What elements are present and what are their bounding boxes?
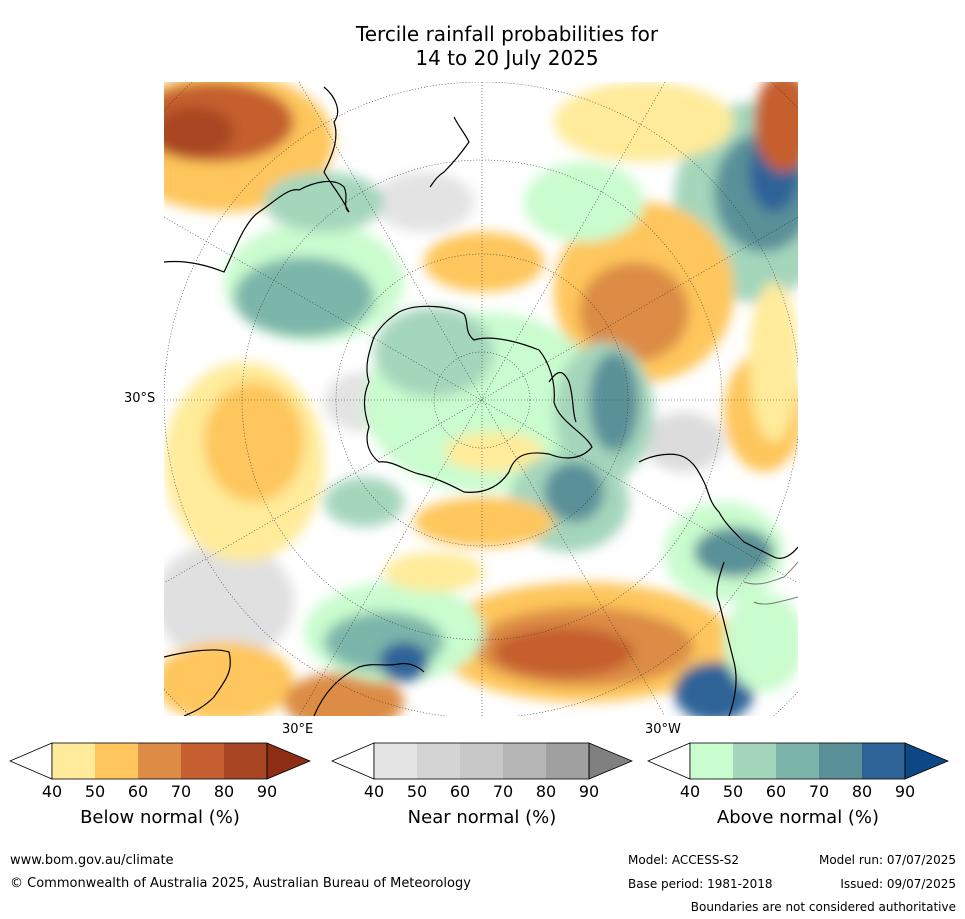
boundaries-disclaimer: Boundaries are not considered authoritat… (690, 900, 956, 914)
tick-label: 60 (127, 782, 149, 801)
colorbar-swatch (690, 743, 733, 779)
map-title: Tercile rainfall probabilities for 14 to… (0, 22, 965, 70)
colorbar-near-normal (331, 742, 633, 780)
colorbar-swatch (862, 743, 905, 779)
antarctica-coast (363, 305, 593, 493)
lon-label-30e: 30°E (282, 722, 314, 737)
tick-label: 70 (170, 782, 192, 801)
issued-date: Issued: 09/07/2025 (840, 877, 956, 891)
copyright-text: © Commonwealth of Australia 2025, Austra… (10, 876, 471, 891)
colorbar-below-normal (9, 742, 311, 780)
title-line-1: Tercile rainfall probabilities for (355, 22, 659, 46)
colorbar-swatch (224, 743, 267, 779)
tick-label: 40 (363, 782, 385, 801)
colorbar-swatch (52, 743, 95, 779)
probability-map (164, 82, 798, 716)
model-name: Model: ACCESS-S2 (628, 853, 740, 867)
colorbar-swatch (776, 743, 819, 779)
colorbar-extend-low (9, 742, 53, 780)
colorbar-swatch (733, 743, 776, 779)
tick-label: 40 (679, 782, 701, 801)
colorbar-extend-high (266, 742, 311, 780)
tick-label: 80 (535, 782, 557, 801)
colorbar-extend-low (647, 742, 691, 780)
base-period: Base period: 1981-2018 (628, 877, 773, 891)
tick-label: 90 (256, 782, 278, 801)
colorbar-swatch (503, 743, 546, 779)
australia-coast (164, 86, 350, 273)
colorbar-frame (51, 742, 268, 780)
website-link[interactable]: www.bom.gov.au/climate (10, 853, 174, 868)
colorbar-near-label: Near normal (%) (407, 807, 557, 828)
title-line-2: 14 to 20 July 2025 (415, 46, 599, 70)
tick-label: 40 (41, 782, 63, 801)
tick-label: 60 (765, 782, 787, 801)
probability-field (164, 82, 798, 716)
colorbar-below-label: Below normal (%) (80, 807, 240, 828)
colorbar-swatch (819, 743, 862, 779)
south-america-coast (638, 453, 798, 559)
lon-label-30w: 30°W (645, 722, 681, 737)
colorbar-extend-high (588, 742, 633, 780)
tick-label: 60 (449, 782, 471, 801)
tick-label: 50 (84, 782, 106, 801)
tick-label: 90 (894, 782, 916, 801)
coastlines (164, 86, 798, 716)
model-run-date: Model run: 07/07/2025 (818, 853, 956, 867)
tick-label: 70 (808, 782, 830, 801)
colorbar-swatch (181, 743, 224, 779)
colorbar-swatch (95, 743, 138, 779)
colorbar-swatch (138, 743, 181, 779)
colorbar-swatch (546, 743, 589, 779)
tick-label: 80 (851, 782, 873, 801)
tick-label: 70 (492, 782, 514, 801)
colorbar-extend-low (331, 742, 375, 780)
colorbar-frame (689, 742, 906, 780)
colorbar-swatch (460, 743, 503, 779)
colorbar-swatch (417, 743, 460, 779)
tick-label: 90 (578, 782, 600, 801)
antarctic-peninsula (548, 372, 577, 423)
southern-africa-coast (313, 662, 425, 716)
tick-label: 80 (213, 782, 235, 801)
new-zealand-coast (429, 116, 470, 188)
colorbar-swatch (374, 743, 417, 779)
tick-label: 50 (406, 782, 428, 801)
colorbar-above-normal (647, 742, 949, 780)
lat-label-30s: 30°S (124, 391, 156, 406)
colorbar-frame (373, 742, 590, 780)
colorbar-extend-high (904, 742, 949, 780)
tick-label: 50 (722, 782, 744, 801)
colorbar-above-label: Above normal (%) (716, 807, 880, 828)
country-borders (743, 561, 798, 605)
graticule (164, 82, 798, 716)
africa-coast (164, 649, 231, 716)
south-america-west-coast (716, 561, 737, 716)
